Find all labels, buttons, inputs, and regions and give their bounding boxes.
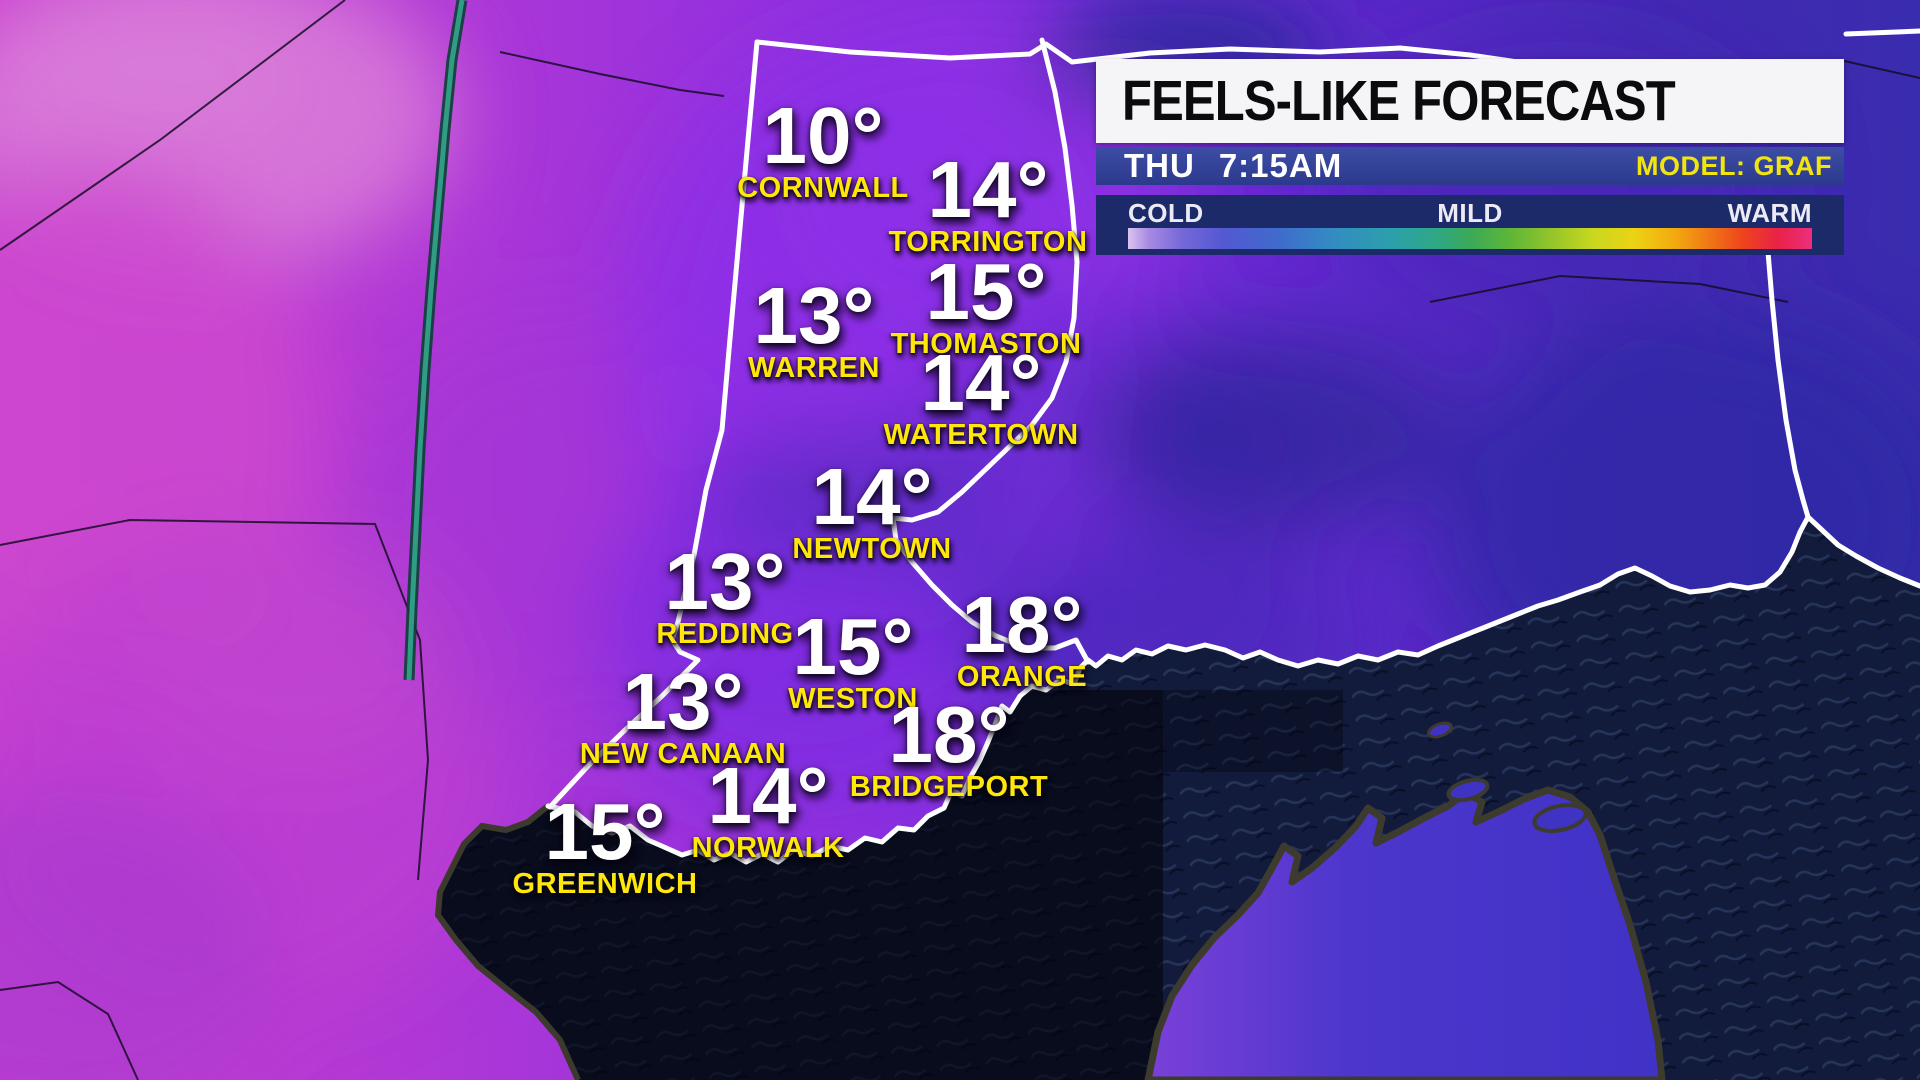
scale-label-warm: WARM (1727, 198, 1812, 228)
forecast-time: 7:15AM (1218, 147, 1343, 184)
temperature-value: 14° (707, 751, 829, 840)
town-label: 10° CORNWALL (737, 90, 909, 205)
town-name: GREENWICH (512, 868, 698, 900)
temperature-value: 13° (664, 537, 786, 626)
town-name: WATERTOWN (883, 419, 1079, 451)
town-label: 13° WARREN (748, 270, 880, 385)
forecast-day: THU (1124, 147, 1195, 184)
temperature-value: 14° (927, 145, 1049, 234)
town-name: TORRINGTON (888, 226, 1088, 258)
town-label: 14° NORWALK (692, 750, 845, 865)
headline-title: FEELS-LIKE FORECAST (1122, 69, 1676, 133)
town-label: 18° BRIDGEPORT (850, 689, 1048, 804)
town-name: REDDING (656, 618, 794, 650)
temperature-value: 10° (762, 91, 884, 180)
scale-label-mild: MILD (1437, 198, 1503, 228)
town-label: 14° NEWTOWN (792, 451, 951, 566)
town-label: 18° ORANGE (957, 579, 1087, 694)
town-name: NEW CANAAN (579, 738, 787, 770)
temperature-value: 13° (753, 271, 875, 360)
town-label: 15° THOMASTON (891, 246, 1082, 361)
temperature-value: 14° (811, 452, 933, 541)
temperature-value: 14° (920, 338, 1042, 427)
town-name: WESTON (788, 683, 918, 715)
temperature-value: 15° (544, 787, 666, 876)
headline-panel: FEELS-LIKE FORECAST (1096, 59, 1844, 143)
town-name: CORNWALL (737, 172, 909, 204)
town-label: 15° WESTON (788, 601, 918, 716)
temperature-value: 18° (961, 580, 1083, 669)
temperature-value: 15° (925, 247, 1047, 336)
town-label: 14° TORRINGTON (889, 144, 1088, 259)
town-name: NORWALK (691, 832, 845, 864)
forecast-datetime: THU 7:15AM (1124, 147, 1342, 185)
town-label: 14° WATERTOWN (883, 337, 1078, 452)
town-name: NEWTOWN (792, 533, 952, 565)
timestamp-bar: THU 7:15AM MODEL: GRAF (1096, 147, 1844, 185)
town-name: ORANGE (956, 661, 1088, 693)
scale-label-cold: COLD (1128, 198, 1204, 228)
temperature-value: 18° (888, 690, 1010, 779)
town-label: 13° NEW CANAAN (580, 656, 786, 771)
temperature-value: 15° (792, 602, 914, 691)
town-label: 13° REDDING (656, 536, 793, 651)
town-name: BRIDGEPORT (849, 771, 1049, 803)
town-name: WARREN (748, 352, 880, 384)
temperature-scale-bar: COLD MILD WARM (1096, 195, 1844, 255)
temperature-gradient (1128, 228, 1812, 249)
model-label: MODEL: GRAF (1636, 150, 1832, 181)
temperature-value: 13° (622, 657, 744, 746)
town-name: THOMASTON (890, 328, 1082, 360)
town-label: 15° GREENWICH (513, 786, 698, 901)
